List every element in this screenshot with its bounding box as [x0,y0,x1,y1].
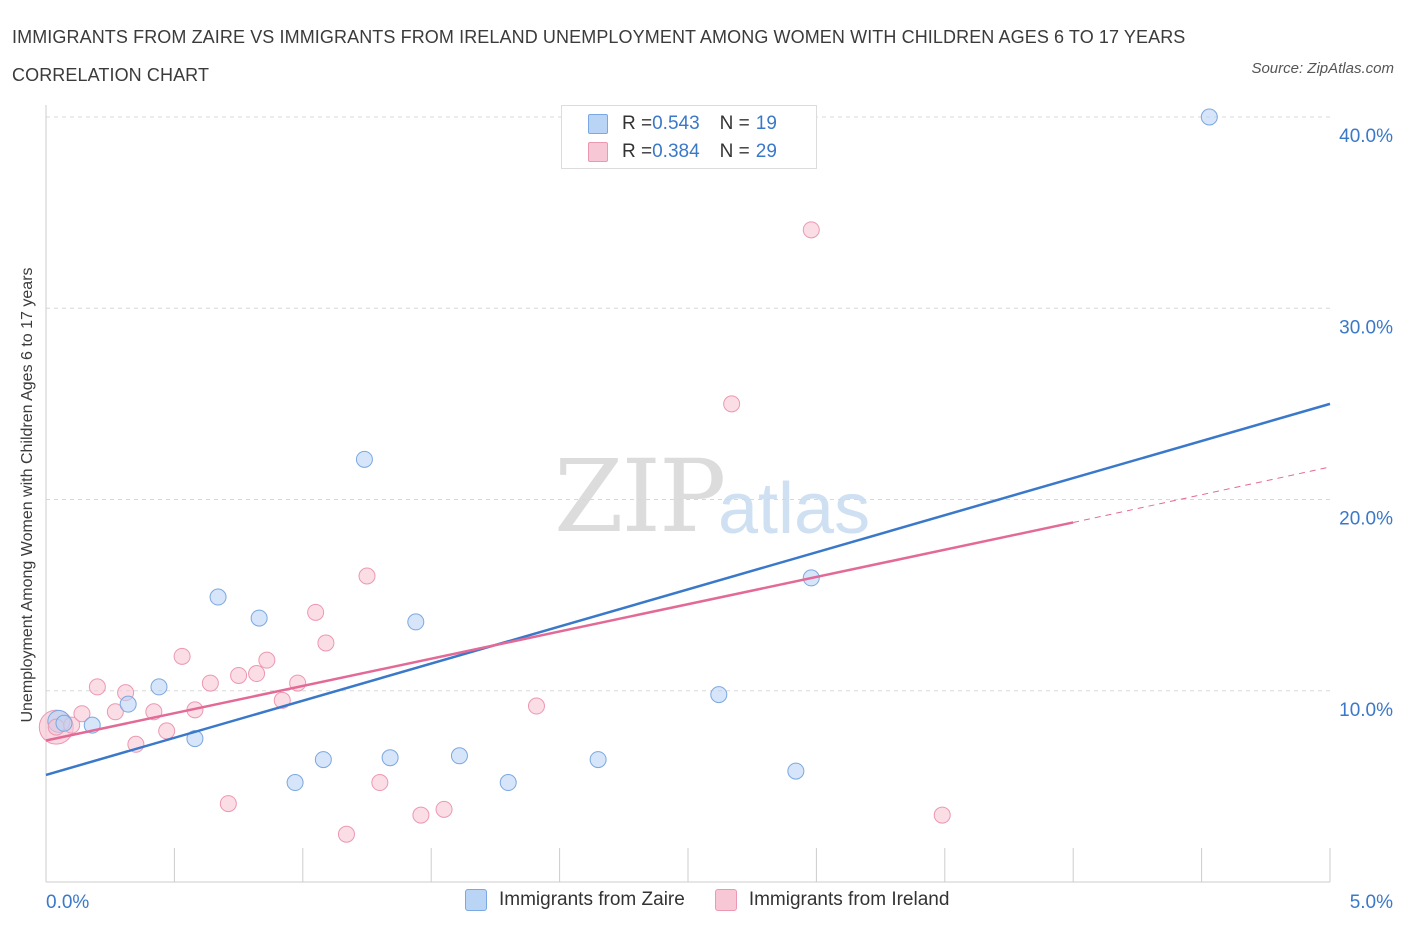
ireland-point [219,795,237,813]
y-tick-label: 10.0% [1339,700,1393,721]
zaire-point [55,714,73,732]
zaire-point [589,751,607,769]
ireland-swatch [588,142,608,162]
legend-item-ireland: Immigrants from Ireland [714,889,950,911]
ireland-point [248,665,266,683]
ireland-point [358,567,376,585]
ireland-point [933,806,951,824]
ireland-point [201,674,219,692]
y-tick-label: 40.0% [1339,126,1393,147]
legend-n-value: 19 [755,113,777,134]
zaire-point [250,609,268,627]
ireland-point [412,806,430,824]
ireland-point [317,634,335,652]
zaire-point [710,686,728,704]
ireland-point [435,800,453,818]
zaire-point [150,678,168,696]
ireland-point [88,678,106,696]
zaire-point [209,588,227,606]
ireland-point [106,703,124,721]
legend-n-label: N = [719,141,750,162]
chart-title: IMMIGRANTS FROM ZAIRE VS IMMIGRANTS FROM… [12,27,1186,85]
zaire-point [499,774,517,792]
zaire-swatch [588,114,608,134]
zaire-point [407,613,425,631]
watermark-zip: ZIP [554,438,726,555]
legend-label-ireland: Immigrants from Ireland [748,889,950,910]
zaire-point [355,450,373,468]
ireland-point [337,825,355,843]
ireland-point [158,722,176,740]
zaire-legend-swatch [465,889,487,911]
legend-r-value: 0.384 [652,141,700,162]
correlation-legend: R = 0.543 N = 19 R = 0.384 N = 29 [561,105,817,169]
zaire-point [1200,108,1218,126]
ireland-point [258,651,276,669]
ireland-point [73,705,91,723]
ireland-point [173,647,191,665]
legend-r-value: 0.543 [652,113,700,134]
ireland-point [527,697,545,715]
zaire-point [787,762,805,780]
legend-label-zaire: Immigrants from Zaire [499,889,685,910]
ireland-point [371,774,389,792]
ireland-point [723,395,741,413]
zaire-point [381,749,399,767]
x-tick-label: 0.0% [46,892,89,913]
zaire-point [314,751,332,769]
legend-n-label: N = [719,113,750,134]
zaire-trendline [45,402,1331,777]
legend-n-value: 29 [755,141,777,162]
series-legend: Immigrants from Zaire Immigrants from Ir… [465,889,979,911]
legend-row-zaire: R = 0.543 N = 19 [588,111,777,137]
x-tick-label: 5.0% [1350,892,1393,913]
ireland-point [230,666,248,684]
zaire-point [119,695,137,713]
ireland-legend-swatch [714,889,737,911]
y-tick-label: 20.0% [1339,509,1393,530]
y-tick-label: 30.0% [1339,317,1393,338]
source-label: Source: ZipAtlas.com [1251,60,1394,77]
zaire-point [450,747,468,765]
ireland-point [802,221,820,239]
legend-row-ireland: R = 0.384 N = 29 [588,139,777,165]
legend-r-label: R = [622,141,653,162]
ireland-trendline-extension [1073,466,1331,523]
ireland-trendline [45,521,1074,742]
legend-item-zaire: Immigrants from Zaire [465,889,685,911]
zaire-point [286,774,304,792]
ireland-point [307,603,325,621]
legend-r-label: R = [622,113,653,134]
watermark-atlas: atlas [718,469,871,549]
